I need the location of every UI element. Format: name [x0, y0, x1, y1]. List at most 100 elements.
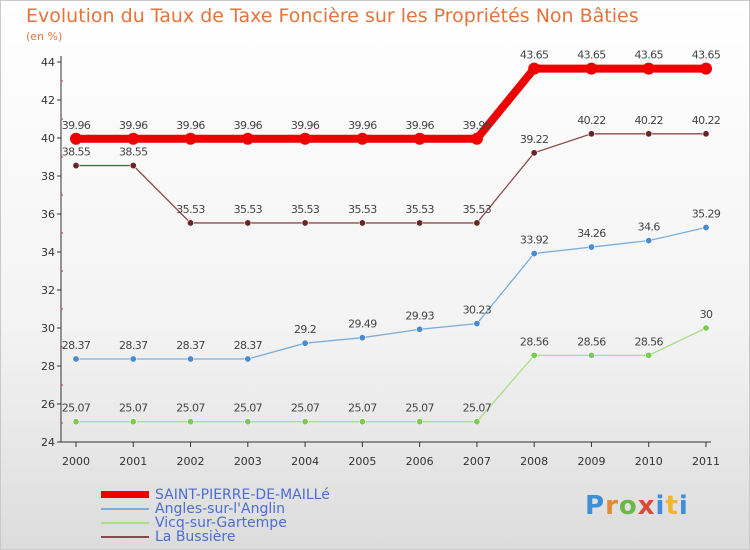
data-label: 35.53 [291, 203, 320, 216]
y-tick-label: 28 [41, 360, 55, 373]
data-label: 28.37 [119, 339, 148, 352]
data-point [473, 418, 481, 426]
series-line-1 [76, 226, 707, 360]
legend-swatch [101, 491, 149, 498]
data-point [184, 132, 197, 145]
data-label: 28.37 [234, 339, 263, 352]
x-tick-label: 2007 [463, 455, 491, 468]
data-label: 39.96 [234, 119, 263, 132]
data-label: 28.37 [62, 339, 91, 352]
data-label: 29.2 [294, 323, 316, 336]
data-label: 39.96 [119, 119, 148, 132]
data-point [358, 418, 366, 426]
series-line-0 [72, 64, 710, 143]
x-tick-label: 2009 [577, 455, 605, 468]
data-point [187, 418, 195, 426]
data-label: 35.53 [348, 203, 377, 216]
data-point [645, 130, 653, 138]
legend-swatch [101, 507, 149, 510]
data-label: 40.22 [577, 114, 606, 127]
data-label: 35.53 [176, 203, 205, 216]
data-label: 28.56 [520, 335, 549, 348]
data-point [473, 219, 481, 227]
data-point [301, 418, 309, 426]
legend-item-la-bussiere: La Bussière [101, 528, 236, 545]
data-point [530, 351, 538, 359]
data-point [645, 237, 653, 245]
data-point [70, 132, 82, 145]
data-label: 25.07 [348, 402, 377, 415]
x-tick-label: 2011 [692, 455, 720, 468]
x-tick-label: 2010 [635, 455, 663, 468]
data-point [241, 132, 254, 145]
data-point [702, 130, 710, 138]
x-tick-label: 2001 [119, 455, 147, 468]
y-tick-label: 44 [41, 56, 55, 69]
legend-item-angles: Angles-sur-l'Anglin [101, 500, 285, 517]
data-point [129, 355, 137, 363]
legend-item-saint-pierre: SAINT-PIERRE-DE-MAILLé [101, 486, 330, 503]
data-point [587, 130, 595, 138]
y-tick-label: 40 [41, 132, 55, 145]
data-point [587, 243, 595, 251]
data-point [72, 418, 80, 426]
data-point [416, 325, 424, 333]
series-line-3 [76, 133, 706, 224]
data-label: 39.96 [348, 119, 377, 132]
x-tick-label: 2003 [234, 455, 262, 468]
data-label: 40.22 [692, 114, 721, 127]
data-label: 39.96 [291, 119, 320, 132]
data-label: 39.22 [520, 133, 549, 146]
data-point [187, 355, 195, 363]
x-tick-label: 2008 [520, 455, 548, 468]
data-label: 30 [700, 308, 713, 321]
data-point [356, 132, 369, 145]
data-point [244, 355, 252, 363]
data-label: 43.65 [520, 49, 549, 62]
x-tick-label: 2006 [406, 455, 434, 468]
series-line-2 [76, 327, 707, 423]
data-point [645, 351, 653, 359]
data-labels: 28.37 28.37 28.37 28.37 29.2 29.49 29.93 30.23 3… [62, 49, 722, 415]
x-tick-label: 2004 [291, 455, 319, 468]
y-tick-label: 36 [41, 208, 55, 221]
data-label: 25.07 [463, 402, 492, 415]
data-label: 25.07 [62, 402, 91, 415]
data-point [301, 219, 309, 227]
data-point [127, 132, 140, 145]
legend-label: SAINT-PIERRE-DE-MAILLé [155, 486, 330, 503]
series-layer [70, 62, 712, 426]
legend-label: La Bussière [155, 528, 236, 545]
data-label: 28.56 [634, 335, 663, 348]
proxiti-logo: Proxiti [585, 491, 689, 521]
data-label: 43.65 [634, 49, 663, 62]
data-label: 39.96 [62, 119, 91, 132]
data-label: 29.49 [348, 318, 377, 331]
data-point [358, 334, 366, 342]
x-tick-label: 2000 [62, 455, 90, 468]
data-point [129, 418, 137, 426]
data-label: 39.96 [463, 119, 492, 132]
data-label: 38.55 [62, 146, 91, 159]
y-tick-label: 32 [41, 284, 55, 297]
y-tick-label: 34 [41, 246, 55, 259]
legend-label: Angles-sur-l'Anglin [155, 500, 285, 517]
data-label: 35.53 [405, 203, 434, 216]
data-label: 43.65 [692, 49, 721, 62]
data-label: 35.29 [692, 207, 721, 220]
y-tick-label: 38 [41, 170, 55, 183]
data-point [416, 219, 424, 227]
data-label: 35.53 [463, 203, 492, 216]
legend-swatch [101, 521, 149, 524]
data-label: 34.26 [577, 227, 606, 240]
data-label: 35.53 [234, 203, 263, 216]
data-point [416, 418, 424, 426]
data-point [642, 62, 655, 75]
data-label: 33.92 [520, 234, 549, 247]
data-label: 25.07 [405, 402, 434, 415]
data-label: 28.37 [176, 339, 205, 352]
data-label: 25.07 [176, 402, 205, 415]
data-point [528, 62, 541, 75]
